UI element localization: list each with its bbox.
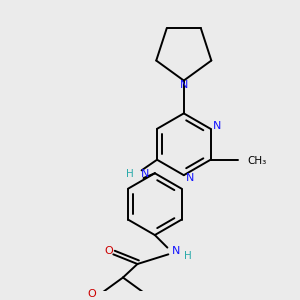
Text: N: N [141, 169, 149, 179]
Text: CH₃: CH₃ [247, 156, 266, 166]
Text: N: N [186, 173, 195, 183]
Text: N: N [172, 246, 181, 256]
Text: O: O [87, 289, 96, 299]
Text: N: N [213, 121, 221, 131]
Text: H: H [184, 251, 191, 261]
Text: N: N [180, 80, 188, 90]
Text: H: H [126, 169, 134, 179]
Text: O: O [104, 246, 113, 256]
